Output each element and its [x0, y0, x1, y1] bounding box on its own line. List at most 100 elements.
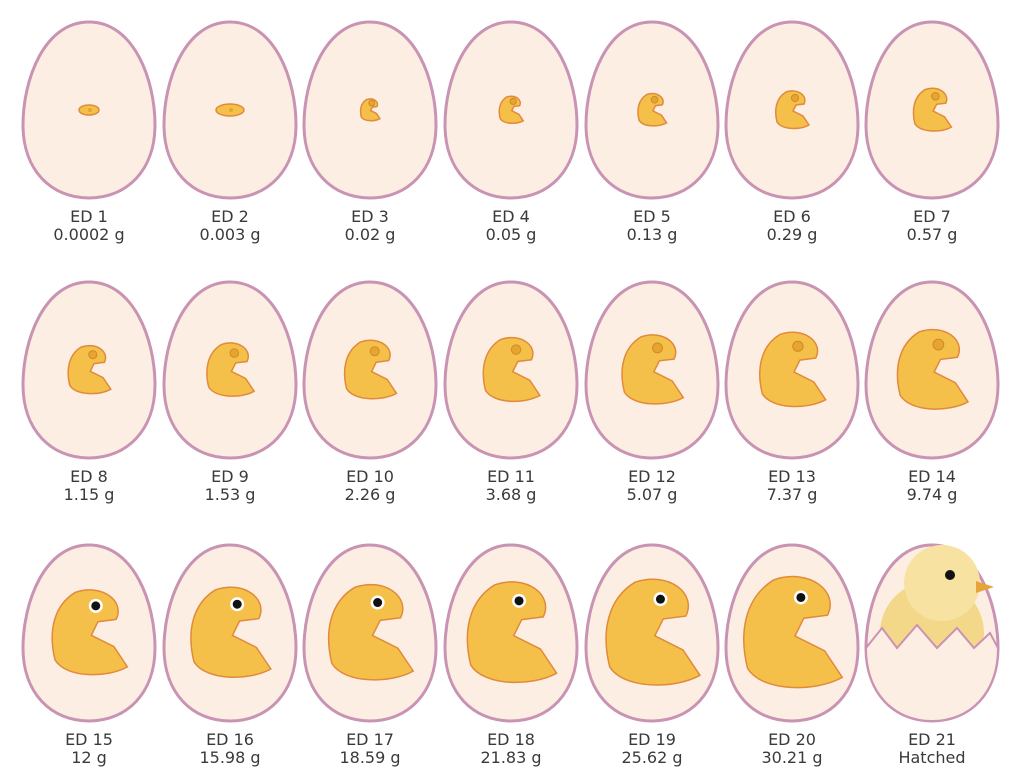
- embryo-eye: [514, 596, 524, 606]
- stage-weight: 21.83 g: [480, 748, 541, 767]
- embryo: [190, 586, 272, 678]
- embryo-eye: [509, 97, 517, 106]
- stage-weight: 9.74 g: [907, 485, 958, 504]
- embryo-eye: [232, 599, 242, 609]
- embryo-eye: [931, 91, 940, 101]
- stage-label: ED 13: [768, 467, 816, 486]
- embryo: [498, 95, 525, 124]
- stage-label: ED 5: [633, 207, 671, 226]
- stage: [302, 20, 438, 200]
- embryo: [743, 575, 844, 689]
- embryo: [912, 87, 953, 132]
- chick-beak: [976, 581, 994, 593]
- stage-label: ED 12: [628, 467, 676, 486]
- stage-weight: 0.05 g: [486, 225, 537, 244]
- stage-label: ED 21: [908, 730, 956, 749]
- stage: [724, 280, 860, 460]
- stage: [443, 20, 579, 200]
- stage-label: ED 14: [908, 467, 956, 486]
- embryo-eye: [373, 598, 383, 608]
- stage-weight: 0.57 g: [907, 225, 958, 244]
- stage-weight: 0.02 g: [345, 225, 396, 244]
- stage-label: ED 7: [913, 207, 951, 226]
- embryo-eye: [510, 344, 522, 355]
- embryo: [343, 339, 398, 400]
- shell: [864, 623, 1000, 723]
- stage-weight: 0.0002 g: [53, 225, 124, 244]
- embryo-eye: [652, 342, 663, 354]
- stage-weight: 2.26 g: [345, 485, 396, 504]
- embryo: [206, 342, 256, 397]
- stage: [21, 543, 157, 723]
- stage: [584, 543, 720, 723]
- embryo-eye: [932, 338, 945, 351]
- stage: [864, 543, 1000, 723]
- embryo: [621, 334, 685, 405]
- embryo-eye: [369, 346, 380, 357]
- stage: [21, 280, 157, 460]
- stage-label: ED 1: [70, 207, 108, 226]
- stage: [21, 20, 157, 200]
- embryo: [67, 344, 112, 395]
- embryo: [466, 581, 558, 684]
- stage: [724, 20, 860, 200]
- embryo-eye: [88, 108, 92, 112]
- stage-weight: 15.98 g: [199, 748, 260, 767]
- embryo: [896, 328, 970, 410]
- embryo: [605, 578, 701, 686]
- stage-weight: 0.003 g: [199, 225, 260, 244]
- stage: [162, 20, 298, 200]
- stage-label: ED 4: [492, 207, 530, 226]
- stage: [864, 280, 1000, 460]
- stage: [724, 543, 860, 723]
- stage-label: ED 11: [487, 467, 535, 486]
- stage-weight: 0.29 g: [767, 225, 818, 244]
- stage: [443, 543, 579, 723]
- embryo-eye: [91, 601, 101, 611]
- chick-eye: [945, 570, 955, 580]
- stage-weight: 0.13 g: [627, 225, 678, 244]
- embryo: [482, 337, 541, 403]
- stage-weight: 30.21 g: [761, 748, 822, 767]
- embryo-eye: [229, 348, 240, 358]
- stage-label: ED 9: [211, 467, 249, 486]
- stage: [864, 20, 1000, 200]
- embryo: [637, 92, 668, 127]
- stage: [162, 543, 298, 723]
- stage-label: ED 20: [768, 730, 816, 749]
- stage-label: ED 8: [70, 467, 108, 486]
- embryo: [759, 331, 827, 408]
- stage-label: ED 15: [65, 730, 113, 749]
- stage-label: ED 16: [206, 730, 254, 749]
- embryo-eye: [650, 95, 659, 104]
- stage-label: ED 17: [346, 730, 394, 749]
- embryo: [327, 583, 415, 681]
- stage-weight: 18.59 g: [339, 748, 400, 767]
- embryo-eye: [792, 340, 804, 352]
- stage-label: ED 10: [346, 467, 394, 486]
- embryo-eye: [88, 350, 98, 360]
- stage-label: ED 19: [628, 730, 676, 749]
- stage-label: ED 3: [351, 207, 389, 226]
- stage-weight: 7.37 g: [767, 485, 818, 504]
- embryo-eye: [229, 108, 233, 112]
- stage-weight: Hatched: [898, 748, 965, 767]
- embryo-eye: [368, 99, 376, 107]
- stage-label: ED 18: [487, 730, 535, 749]
- stage-weight: 3.68 g: [486, 485, 537, 504]
- stage-label: ED 6: [773, 207, 811, 226]
- stage: [443, 280, 579, 460]
- embryo-eye: [655, 594, 665, 604]
- chick-head: [904, 545, 980, 621]
- stage: [302, 280, 438, 460]
- stage: [584, 280, 720, 460]
- stage: [302, 543, 438, 723]
- embryo: [51, 589, 129, 676]
- stage-weight: 1.53 g: [205, 485, 256, 504]
- stage-weight: 25.62 g: [621, 748, 682, 767]
- embryo-eye: [796, 592, 806, 602]
- stage-weight: 5.07 g: [627, 485, 678, 504]
- embryo: [359, 98, 381, 122]
- stage-weight: 12 g: [71, 748, 107, 767]
